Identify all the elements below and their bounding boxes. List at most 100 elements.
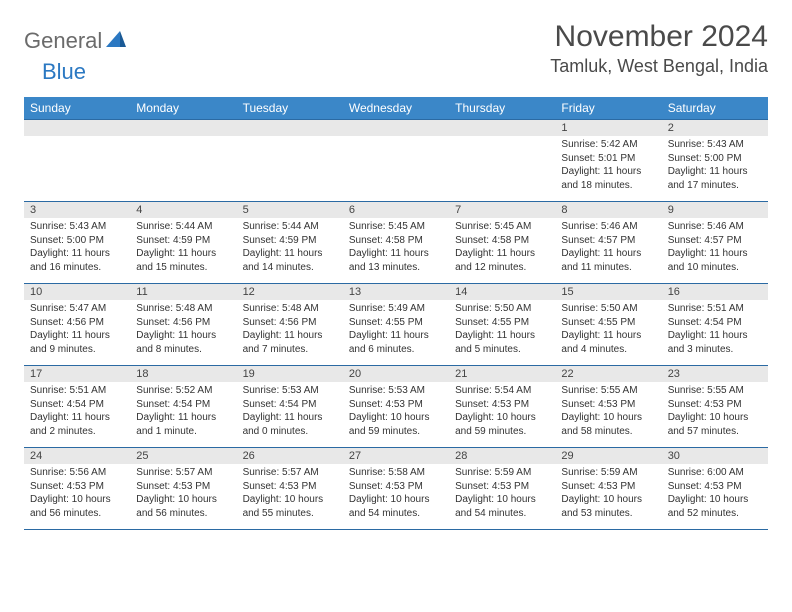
sunset-text: Sunset: 4:55 PM: [455, 316, 549, 330]
sunrise-text: Sunrise: 5:45 AM: [349, 220, 443, 234]
daylight-text: Daylight: 11 hours and 12 minutes.: [455, 247, 549, 274]
day-cell: [449, 120, 555, 202]
day-number: 23: [662, 366, 768, 382]
day-number: 25: [130, 448, 236, 464]
day-cell: 23Sunrise: 5:55 AMSunset: 4:53 PMDayligh…: [662, 366, 768, 448]
daylight-text: Daylight: 10 hours and 54 minutes.: [455, 493, 549, 520]
sunrise-text: Sunrise: 5:55 AM: [561, 384, 655, 398]
day-number: 24: [24, 448, 130, 464]
day-number: 6: [343, 202, 449, 218]
day-number: 4: [130, 202, 236, 218]
day-header: Tuesday: [237, 97, 343, 120]
day-body: Sunrise: 5:43 AMSunset: 5:00 PMDaylight:…: [24, 218, 130, 278]
daylight-text: Daylight: 10 hours and 53 minutes.: [561, 493, 655, 520]
day-body: Sunrise: 5:49 AMSunset: 4:55 PMDaylight:…: [343, 300, 449, 360]
day-body: Sunrise: 5:50 AMSunset: 4:55 PMDaylight:…: [449, 300, 555, 360]
day-cell: 22Sunrise: 5:55 AMSunset: 4:53 PMDayligh…: [555, 366, 661, 448]
day-cell: 29Sunrise: 5:59 AMSunset: 4:53 PMDayligh…: [555, 448, 661, 530]
day-cell: 13Sunrise: 5:49 AMSunset: 4:55 PMDayligh…: [343, 284, 449, 366]
daylight-text: Daylight: 11 hours and 5 minutes.: [455, 329, 549, 356]
day-number: 30: [662, 448, 768, 464]
day-cell: 12Sunrise: 5:48 AMSunset: 4:56 PMDayligh…: [237, 284, 343, 366]
sunrise-text: Sunrise: 5:42 AM: [561, 138, 655, 152]
daylight-text: Daylight: 11 hours and 11 minutes.: [561, 247, 655, 274]
day-header: Thursday: [449, 97, 555, 120]
sunset-text: Sunset: 4:59 PM: [243, 234, 337, 248]
sunset-text: Sunset: 4:53 PM: [561, 398, 655, 412]
sunset-text: Sunset: 4:58 PM: [455, 234, 549, 248]
day-body: Sunrise: 5:57 AMSunset: 4:53 PMDaylight:…: [237, 464, 343, 524]
sunrise-text: Sunrise: 5:48 AM: [243, 302, 337, 316]
sunset-text: Sunset: 4:53 PM: [349, 398, 443, 412]
sunrise-text: Sunrise: 5:56 AM: [30, 466, 124, 480]
day-cell: 17Sunrise: 5:51 AMSunset: 4:54 PMDayligh…: [24, 366, 130, 448]
day-cell: 26Sunrise: 5:57 AMSunset: 4:53 PMDayligh…: [237, 448, 343, 530]
day-body: [130, 136, 236, 142]
day-body: Sunrise: 5:46 AMSunset: 4:57 PMDaylight:…: [662, 218, 768, 278]
day-body: Sunrise: 5:55 AMSunset: 4:53 PMDaylight:…: [555, 382, 661, 442]
day-header-row: Sunday Monday Tuesday Wednesday Thursday…: [24, 97, 768, 120]
sunset-text: Sunset: 4:53 PM: [561, 480, 655, 494]
sunrise-text: Sunrise: 5:59 AM: [561, 466, 655, 480]
day-header: Sunday: [24, 97, 130, 120]
sunrise-text: Sunrise: 5:55 AM: [668, 384, 762, 398]
day-cell: 7Sunrise: 5:45 AMSunset: 4:58 PMDaylight…: [449, 202, 555, 284]
sunset-text: Sunset: 4:53 PM: [349, 480, 443, 494]
day-number: 9: [662, 202, 768, 218]
day-body: Sunrise: 5:53 AMSunset: 4:54 PMDaylight:…: [237, 382, 343, 442]
title-block: November 2024 Tamluk, West Bengal, India: [550, 20, 768, 77]
sunset-text: Sunset: 4:55 PM: [349, 316, 443, 330]
day-number: 1: [555, 120, 661, 136]
day-cell: 25Sunrise: 5:57 AMSunset: 4:53 PMDayligh…: [130, 448, 236, 530]
sunrise-text: Sunrise: 5:44 AM: [243, 220, 337, 234]
day-number: 21: [449, 366, 555, 382]
week-row: 24Sunrise: 5:56 AMSunset: 4:53 PMDayligh…: [24, 448, 768, 530]
day-body: Sunrise: 5:59 AMSunset: 4:53 PMDaylight:…: [555, 464, 661, 524]
logo-text-general: General: [24, 28, 102, 54]
day-body: Sunrise: 5:50 AMSunset: 4:55 PMDaylight:…: [555, 300, 661, 360]
sunrise-text: Sunrise: 5:51 AM: [30, 384, 124, 398]
day-body: Sunrise: 5:46 AMSunset: 4:57 PMDaylight:…: [555, 218, 661, 278]
day-header: Friday: [555, 97, 661, 120]
day-number: 20: [343, 366, 449, 382]
day-body: Sunrise: 5:51 AMSunset: 4:54 PMDaylight:…: [662, 300, 768, 360]
calendar-page: General November 2024 Tamluk, West Benga…: [0, 0, 792, 550]
day-body: Sunrise: 5:44 AMSunset: 4:59 PMDaylight:…: [237, 218, 343, 278]
sunset-text: Sunset: 4:53 PM: [243, 480, 337, 494]
day-cell: 15Sunrise: 5:50 AMSunset: 4:55 PMDayligh…: [555, 284, 661, 366]
sunrise-text: Sunrise: 5:44 AM: [136, 220, 230, 234]
week-row: 1Sunrise: 5:42 AMSunset: 5:01 PMDaylight…: [24, 120, 768, 202]
day-cell: 27Sunrise: 5:58 AMSunset: 4:53 PMDayligh…: [343, 448, 449, 530]
location-label: Tamluk, West Bengal, India: [550, 56, 768, 77]
day-cell: 2Sunrise: 5:43 AMSunset: 5:00 PMDaylight…: [662, 120, 768, 202]
day-header: Monday: [130, 97, 236, 120]
page-title: November 2024: [550, 20, 768, 54]
sunrise-text: Sunrise: 5:47 AM: [30, 302, 124, 316]
day-number: 15: [555, 284, 661, 300]
sunset-text: Sunset: 4:57 PM: [561, 234, 655, 248]
daylight-text: Daylight: 10 hours and 57 minutes.: [668, 411, 762, 438]
sunset-text: Sunset: 5:00 PM: [668, 152, 762, 166]
logo-text-blue: Blue: [42, 59, 86, 85]
day-number: 10: [24, 284, 130, 300]
daylight-text: Daylight: 11 hours and 7 minutes.: [243, 329, 337, 356]
day-number: 28: [449, 448, 555, 464]
day-body: Sunrise: 5:44 AMSunset: 4:59 PMDaylight:…: [130, 218, 236, 278]
day-body: Sunrise: 5:59 AMSunset: 4:53 PMDaylight:…: [449, 464, 555, 524]
sunset-text: Sunset: 4:54 PM: [30, 398, 124, 412]
day-body: Sunrise: 5:42 AMSunset: 5:01 PMDaylight:…: [555, 136, 661, 196]
sunrise-text: Sunrise: 5:46 AM: [561, 220, 655, 234]
sunrise-text: Sunrise: 5:58 AM: [349, 466, 443, 480]
sunrise-text: Sunrise: 5:51 AM: [668, 302, 762, 316]
daylight-text: Daylight: 11 hours and 17 minutes.: [668, 165, 762, 192]
logo: General: [24, 28, 128, 54]
day-body: Sunrise: 5:54 AMSunset: 4:53 PMDaylight:…: [449, 382, 555, 442]
day-header: Wednesday: [343, 97, 449, 120]
daylight-text: Daylight: 10 hours and 59 minutes.: [455, 411, 549, 438]
day-cell: 19Sunrise: 5:53 AMSunset: 4:54 PMDayligh…: [237, 366, 343, 448]
daylight-text: Daylight: 10 hours and 58 minutes.: [561, 411, 655, 438]
week-row: 17Sunrise: 5:51 AMSunset: 4:54 PMDayligh…: [24, 366, 768, 448]
sunset-text: Sunset: 4:53 PM: [30, 480, 124, 494]
sunrise-text: Sunrise: 5:43 AM: [668, 138, 762, 152]
sunrise-text: Sunrise: 5:43 AM: [30, 220, 124, 234]
